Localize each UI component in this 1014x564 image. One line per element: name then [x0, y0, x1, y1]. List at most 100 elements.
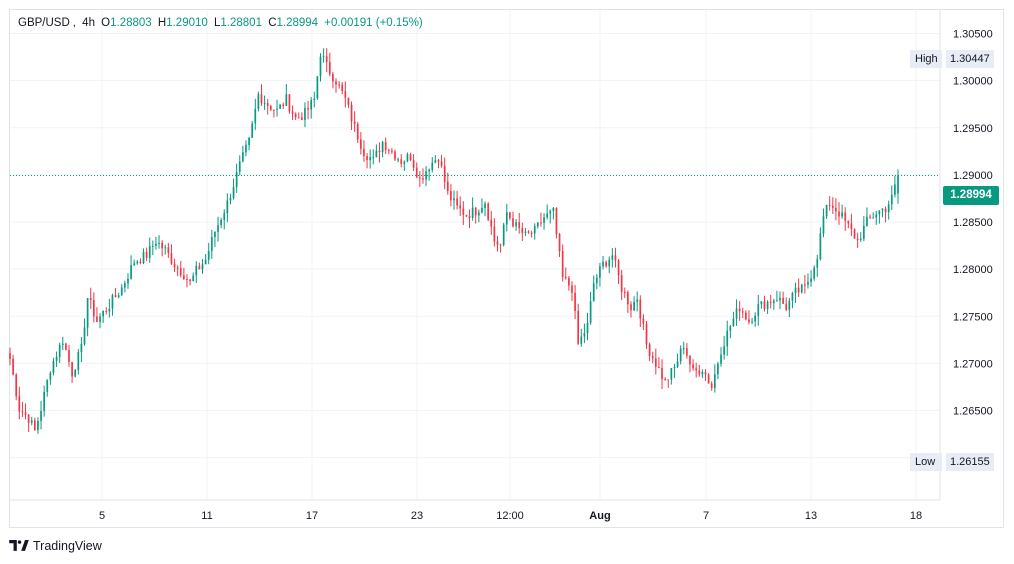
candle-body	[723, 346, 725, 355]
candle-body	[338, 84, 340, 86]
candle-body	[114, 295, 117, 298]
candle-body	[217, 225, 219, 232]
candle-body	[602, 261, 604, 267]
candle-body	[9, 353, 11, 359]
candle-body	[155, 243, 157, 246]
candle-body	[189, 279, 191, 282]
candle-body	[456, 198, 458, 206]
candle-body	[689, 355, 691, 365]
candle-body	[745, 312, 747, 320]
candle-body	[707, 374, 710, 384]
candle-body	[43, 391, 46, 412]
candle-body	[443, 165, 446, 182]
candle-body	[645, 323, 648, 345]
x-tick-label: Aug	[589, 510, 610, 522]
candle-body	[726, 330, 729, 347]
candle-body	[819, 233, 822, 260]
candle-body	[505, 212, 508, 225]
candle-body	[850, 223, 853, 230]
chart-frame	[9, 9, 1004, 528]
candle-body	[145, 251, 148, 258]
open-key: O	[101, 17, 111, 29]
candle-body	[757, 304, 760, 316]
candle-body	[158, 242, 160, 244]
candle-body	[524, 231, 527, 234]
candle-body	[667, 379, 670, 381]
candle-body	[487, 203, 490, 220]
candle-body	[446, 181, 449, 192]
candle-body	[96, 316, 98, 322]
candle-body	[248, 137, 250, 145]
x-tick-label: 23	[411, 510, 423, 522]
candle-body	[788, 300, 791, 310]
candle-body	[813, 267, 816, 279]
candle-body	[428, 169, 431, 172]
candle-body	[642, 318, 645, 324]
candle-body	[838, 211, 840, 217]
candle-body	[167, 247, 170, 254]
candle-body	[862, 225, 865, 239]
candle-body	[630, 304, 632, 311]
candle-body	[800, 284, 803, 293]
candle-body	[313, 98, 316, 101]
candle-body	[477, 212, 480, 216]
open-value: 1.28803	[110, 17, 152, 29]
candle-body	[30, 420, 33, 423]
candle-body	[875, 214, 878, 218]
candle-body	[841, 212, 843, 217]
candle-body	[735, 308, 738, 319]
candle-body	[782, 297, 784, 304]
candle-body	[332, 73, 334, 82]
candle-body	[49, 372, 52, 380]
candle-body	[238, 161, 241, 172]
candle-body	[220, 219, 222, 226]
candle-body	[266, 103, 269, 106]
candle-body	[37, 420, 39, 431]
tradingview-brand[interactable]: TradingView	[9, 539, 102, 553]
candle-body	[335, 81, 337, 85]
candle-body	[397, 159, 399, 161]
candle-body	[186, 278, 188, 280]
candle-body	[515, 222, 517, 227]
low-marker-value: 1.26155	[946, 453, 994, 471]
candle-body	[269, 105, 272, 110]
y-tick-label: 1.28000	[953, 264, 993, 276]
candle-body	[481, 207, 483, 213]
candle-body	[127, 278, 129, 284]
candle-body	[307, 108, 309, 110]
candle-body	[77, 352, 80, 371]
candle-body	[810, 278, 812, 282]
candle-body	[540, 222, 542, 224]
candle-body	[859, 238, 862, 240]
candle-body	[242, 152, 244, 162]
candle-body	[263, 103, 266, 105]
candle-body	[763, 301, 766, 310]
candle-body	[701, 371, 704, 375]
candle-body	[682, 348, 685, 350]
candle-body	[406, 154, 409, 162]
candle-body	[890, 194, 893, 205]
close-value: 1.28994	[276, 17, 319, 29]
candle-body	[437, 160, 440, 162]
candle-body	[546, 213, 549, 218]
candle-body	[192, 275, 195, 282]
candle-body	[490, 219, 493, 227]
candle-body	[71, 361, 73, 377]
candle-body	[748, 319, 750, 323]
candle-body	[605, 261, 607, 267]
x-tick-label: 18	[910, 510, 922, 522]
candle-body	[235, 171, 238, 187]
candle-body	[794, 287, 797, 294]
candle-body	[89, 298, 92, 301]
candle-body	[151, 245, 154, 247]
candle-body	[276, 108, 278, 110]
candle-body	[422, 178, 424, 180]
symbol-label[interactable]: GBP/USD	[18, 17, 70, 29]
candle-body	[543, 217, 545, 223]
x-tick-label: 13	[805, 510, 817, 522]
interval-label[interactable]: 4h	[82, 17, 95, 29]
high-marker-label: High	[910, 50, 942, 68]
y-tick-label: 1.30000	[953, 76, 993, 88]
candle-body	[686, 348, 688, 356]
